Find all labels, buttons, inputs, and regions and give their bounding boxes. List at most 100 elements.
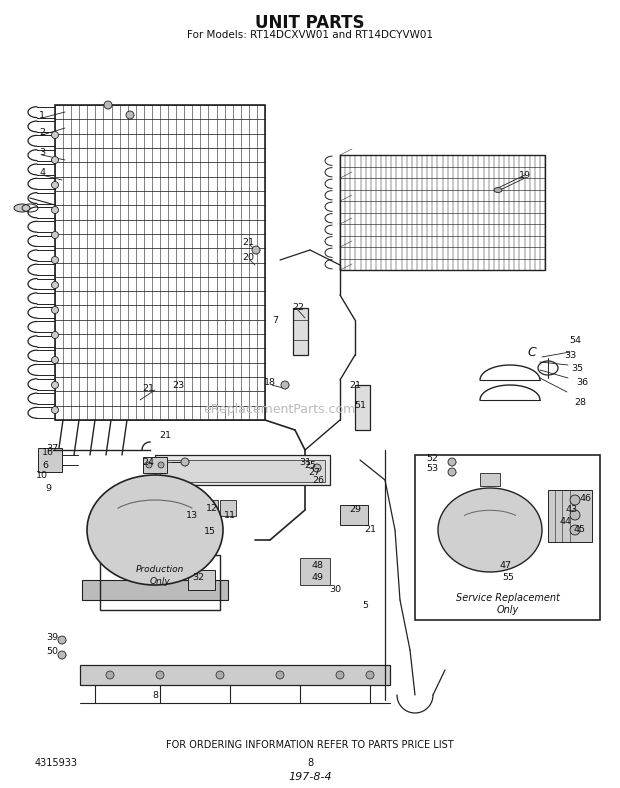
Bar [188,570,215,590]
Text: 22: 22 [292,303,304,311]
Circle shape [366,671,374,679]
Text: 51: 51 [354,400,366,410]
Circle shape [51,157,58,163]
Circle shape [51,232,58,239]
Text: 55: 55 [502,574,514,582]
Text: 13: 13 [186,511,198,519]
Text: 45: 45 [574,526,586,534]
Text: 26: 26 [312,475,324,485]
Circle shape [216,671,224,679]
Text: 39: 39 [46,634,58,642]
Text: 19: 19 [519,170,531,180]
Ellipse shape [87,475,223,585]
Text: 197-8-4: 197-8-4 [288,772,332,782]
Circle shape [51,181,58,188]
Circle shape [448,468,456,476]
Text: 23: 23 [172,381,184,389]
Text: 33: 33 [564,351,576,359]
Bar [340,505,368,525]
Text: 50: 50 [46,648,58,656]
Text: eReplacementParts.com: eReplacementParts.com [203,403,355,416]
Text: 1: 1 [39,110,45,120]
Text: UNIT PARTS: UNIT PARTS [255,14,365,32]
Text: 15: 15 [204,527,216,537]
Bar [293,308,308,355]
Text: 28: 28 [574,397,586,407]
Text: 21: 21 [142,384,154,392]
Circle shape [570,495,580,505]
Circle shape [313,464,321,472]
Text: Production: Production [136,564,184,574]
Bar [82,580,228,600]
Text: FOR ORDERING INFORMATION REFER TO PARTS PRICE LIST: FOR ORDERING INFORMATION REFER TO PARTS … [166,740,454,750]
Text: 12: 12 [206,504,218,512]
Text: 21: 21 [242,237,254,247]
Bar [202,500,218,516]
Text: 32: 32 [192,574,204,582]
Bar [80,665,390,685]
Text: 36: 36 [576,377,588,386]
Ellipse shape [14,204,30,212]
Text: 30: 30 [329,585,341,594]
Circle shape [146,462,152,468]
Circle shape [276,671,284,679]
Circle shape [51,356,58,363]
Circle shape [570,525,580,535]
Bar [184,500,200,516]
Bar [38,448,62,472]
Circle shape [448,458,456,466]
Text: 27: 27 [308,467,320,477]
Text: 6: 6 [42,460,48,470]
Bar [415,455,600,620]
Text: 46: 46 [579,493,591,503]
Text: 18: 18 [264,377,276,386]
Circle shape [281,381,289,389]
Text: For Models: RT14DCXVW01 and RT14DCYVW01: For Models: RT14DCXVW01 and RT14DCYVW01 [187,30,433,40]
Circle shape [252,246,260,254]
Circle shape [104,101,112,109]
Text: 16: 16 [42,448,54,456]
Text: 49: 49 [312,574,324,582]
Bar [100,555,220,610]
Text: 54: 54 [569,336,581,344]
Circle shape [106,671,114,679]
Text: 29: 29 [349,505,361,515]
Text: Only: Only [497,605,518,615]
Text: 44: 44 [559,518,571,526]
Text: 31: 31 [299,458,311,466]
Text: 20: 20 [242,252,254,262]
Text: 52: 52 [426,454,438,463]
Text: Service Replacement: Service Replacement [456,593,559,603]
Circle shape [126,111,134,119]
Circle shape [58,651,66,659]
Text: 37: 37 [46,444,58,452]
Text: 48: 48 [312,560,324,570]
Ellipse shape [438,488,542,572]
Text: 7: 7 [272,315,278,325]
Circle shape [51,257,58,263]
Circle shape [336,671,344,679]
Ellipse shape [494,188,502,192]
Circle shape [58,636,66,644]
Text: 4315933: 4315933 [35,758,78,768]
Text: 4: 4 [39,168,45,177]
Circle shape [570,510,580,520]
Bar [155,455,330,485]
Circle shape [51,206,58,214]
Text: 21: 21 [159,430,171,440]
Bar [340,155,545,270]
Text: 21: 21 [364,526,376,534]
Circle shape [158,462,164,468]
Bar [300,558,330,585]
Bar [160,460,325,482]
Circle shape [181,458,189,466]
Circle shape [51,381,58,388]
Text: 21: 21 [349,381,361,389]
Circle shape [51,332,58,339]
Text: 25: 25 [304,460,316,470]
Bar [480,473,500,486]
Text: 10: 10 [36,470,48,480]
Text: 53: 53 [426,463,438,473]
Text: 43: 43 [566,505,578,515]
Circle shape [51,281,58,288]
